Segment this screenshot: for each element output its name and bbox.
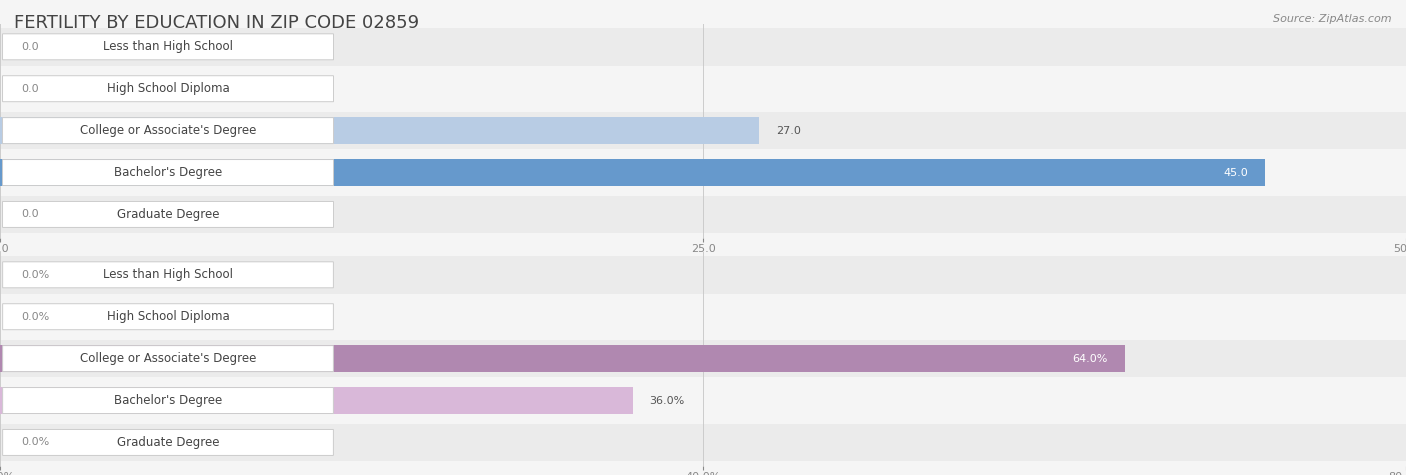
Text: Bachelor's Degree: Bachelor's Degree — [114, 394, 222, 407]
Text: 45.0: 45.0 — [1223, 168, 1249, 178]
Bar — [0, 154, 1406, 191]
Text: 0.0: 0.0 — [21, 84, 39, 94]
Bar — [0, 112, 1406, 150]
Text: Graduate Degree: Graduate Degree — [117, 436, 219, 449]
Text: 27.0: 27.0 — [776, 125, 801, 136]
Text: College or Associate's Degree: College or Associate's Degree — [80, 124, 256, 137]
Bar — [0, 117, 759, 144]
Bar — [0, 298, 1406, 335]
Bar — [0, 382, 1406, 419]
Text: Less than High School: Less than High School — [103, 268, 233, 281]
Text: 64.0%: 64.0% — [1073, 353, 1108, 364]
FancyBboxPatch shape — [3, 76, 333, 102]
Bar — [0, 159, 1265, 186]
Bar — [0, 424, 1406, 461]
Text: Bachelor's Degree: Bachelor's Degree — [114, 166, 222, 179]
Text: Less than High School: Less than High School — [103, 40, 233, 53]
Text: 36.0%: 36.0% — [650, 396, 685, 406]
FancyBboxPatch shape — [3, 34, 333, 60]
Text: 0.0: 0.0 — [21, 209, 39, 219]
Text: 0.0%: 0.0% — [21, 312, 49, 322]
FancyBboxPatch shape — [3, 388, 333, 414]
FancyBboxPatch shape — [3, 304, 333, 330]
Bar — [0, 28, 1406, 66]
Text: College or Associate's Degree: College or Associate's Degree — [80, 352, 256, 365]
Text: 0.0: 0.0 — [21, 42, 39, 52]
Bar — [0, 345, 1125, 372]
FancyBboxPatch shape — [3, 201, 333, 228]
Text: Graduate Degree: Graduate Degree — [117, 208, 219, 221]
Text: High School Diploma: High School Diploma — [107, 82, 229, 95]
FancyBboxPatch shape — [3, 160, 333, 186]
Text: 0.0%: 0.0% — [21, 437, 49, 447]
FancyBboxPatch shape — [3, 118, 333, 143]
Bar — [0, 387, 633, 414]
Text: FERTILITY BY EDUCATION IN ZIP CODE 02859: FERTILITY BY EDUCATION IN ZIP CODE 02859 — [14, 14, 419, 32]
Text: Source: ZipAtlas.com: Source: ZipAtlas.com — [1274, 14, 1392, 24]
Bar — [0, 196, 1406, 233]
Bar — [0, 70, 1406, 107]
Bar — [0, 340, 1406, 378]
FancyBboxPatch shape — [3, 429, 333, 456]
Text: High School Diploma: High School Diploma — [107, 310, 229, 323]
FancyBboxPatch shape — [3, 346, 333, 371]
Bar — [0, 256, 1406, 294]
FancyBboxPatch shape — [3, 262, 333, 288]
Text: 0.0%: 0.0% — [21, 270, 49, 280]
